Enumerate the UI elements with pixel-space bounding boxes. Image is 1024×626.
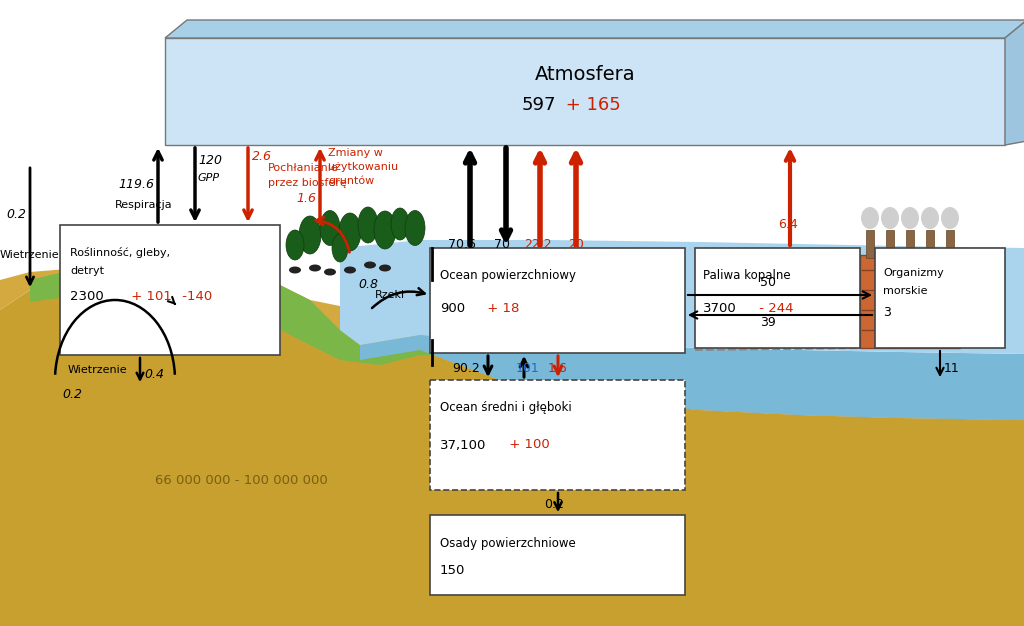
Text: gruntów: gruntów bbox=[328, 176, 374, 187]
Text: Ocean powierzchniowy: Ocean powierzchniowy bbox=[440, 270, 575, 282]
Text: 50: 50 bbox=[760, 275, 776, 289]
Text: 1.6: 1.6 bbox=[296, 192, 316, 205]
Ellipse shape bbox=[379, 265, 391, 272]
Ellipse shape bbox=[374, 211, 396, 249]
Text: 120: 120 bbox=[198, 153, 222, 167]
FancyBboxPatch shape bbox=[430, 515, 685, 595]
Ellipse shape bbox=[286, 230, 304, 260]
Ellipse shape bbox=[901, 207, 919, 229]
Text: Paliwa kopalne: Paliwa kopalne bbox=[703, 270, 791, 282]
Text: + 100: + 100 bbox=[505, 438, 550, 451]
Polygon shape bbox=[1005, 20, 1024, 145]
Text: 90.2: 90.2 bbox=[452, 361, 480, 374]
Polygon shape bbox=[0, 268, 420, 360]
Text: 70: 70 bbox=[494, 239, 510, 252]
Text: użytkowaniu: użytkowaniu bbox=[328, 162, 398, 172]
Text: 0.2: 0.2 bbox=[62, 389, 82, 401]
Text: + 165: + 165 bbox=[560, 96, 621, 114]
Text: 2.6: 2.6 bbox=[252, 150, 272, 163]
Ellipse shape bbox=[861, 207, 879, 229]
Ellipse shape bbox=[299, 216, 321, 254]
FancyBboxPatch shape bbox=[430, 248, 685, 353]
Text: GPP: GPP bbox=[198, 173, 220, 183]
Text: przez biosferę: przez biosferę bbox=[268, 178, 347, 188]
Polygon shape bbox=[860, 255, 961, 348]
Text: 900: 900 bbox=[440, 302, 465, 314]
Text: 150: 150 bbox=[440, 565, 465, 578]
Ellipse shape bbox=[364, 262, 376, 269]
FancyBboxPatch shape bbox=[874, 248, 1005, 348]
Text: Respiracja: Respiracja bbox=[115, 200, 173, 210]
Polygon shape bbox=[886, 230, 894, 258]
Ellipse shape bbox=[344, 267, 356, 274]
Text: 0.4: 0.4 bbox=[144, 369, 164, 381]
Text: Zmiany w: Zmiany w bbox=[328, 148, 383, 158]
Polygon shape bbox=[946, 230, 954, 258]
Text: -140: -140 bbox=[178, 290, 212, 304]
FancyBboxPatch shape bbox=[430, 380, 685, 490]
Ellipse shape bbox=[324, 269, 336, 275]
Text: 0.2: 0.2 bbox=[544, 498, 564, 511]
Text: - 244: - 244 bbox=[755, 302, 794, 314]
Polygon shape bbox=[360, 335, 1024, 420]
Text: 0.2: 0.2 bbox=[6, 208, 26, 222]
Text: 20: 20 bbox=[568, 239, 584, 252]
Text: Wietrzenie: Wietrzenie bbox=[0, 250, 59, 260]
Polygon shape bbox=[728, 338, 772, 348]
Text: Rzeki: Rzeki bbox=[375, 290, 406, 300]
Text: 70.6: 70.6 bbox=[449, 239, 476, 252]
Polygon shape bbox=[340, 240, 1024, 354]
Ellipse shape bbox=[941, 207, 959, 229]
Ellipse shape bbox=[391, 208, 409, 240]
Text: Roślinność, gleby,: Roślinność, gleby, bbox=[70, 247, 170, 259]
Text: Atmosfera: Atmosfera bbox=[535, 66, 635, 85]
FancyBboxPatch shape bbox=[695, 248, 860, 348]
Ellipse shape bbox=[319, 210, 340, 245]
Text: 37,100: 37,100 bbox=[440, 438, 486, 451]
Polygon shape bbox=[360, 343, 1024, 420]
Ellipse shape bbox=[332, 234, 348, 262]
Text: 1.6: 1.6 bbox=[548, 361, 567, 374]
Ellipse shape bbox=[309, 265, 321, 272]
Text: 119.6: 119.6 bbox=[118, 178, 154, 192]
Polygon shape bbox=[30, 268, 550, 365]
FancyArrowPatch shape bbox=[315, 217, 349, 252]
Text: 597: 597 bbox=[521, 96, 556, 114]
Text: morskie: morskie bbox=[883, 286, 928, 296]
Polygon shape bbox=[165, 20, 1024, 38]
Text: Wietrzenie: Wietrzenie bbox=[68, 365, 128, 375]
Ellipse shape bbox=[289, 267, 301, 274]
Text: 39: 39 bbox=[760, 316, 776, 329]
Ellipse shape bbox=[339, 213, 361, 251]
Text: 11: 11 bbox=[944, 361, 959, 374]
Polygon shape bbox=[0, 282, 360, 626]
Text: Osady powierzchniowe: Osady powierzchniowe bbox=[440, 536, 575, 550]
Text: 3: 3 bbox=[883, 307, 891, 319]
Text: 0.8: 0.8 bbox=[358, 279, 378, 292]
Text: 22.2: 22.2 bbox=[524, 239, 552, 252]
Polygon shape bbox=[906, 230, 914, 258]
Text: detryt: detryt bbox=[70, 266, 104, 276]
Text: + 101: + 101 bbox=[127, 290, 172, 304]
Polygon shape bbox=[866, 230, 874, 258]
Text: 66 000 000 - 100 000 000: 66 000 000 - 100 000 000 bbox=[155, 473, 328, 486]
Ellipse shape bbox=[358, 207, 378, 243]
Ellipse shape bbox=[881, 207, 899, 229]
Ellipse shape bbox=[921, 207, 939, 229]
Text: Organizmy: Organizmy bbox=[883, 268, 944, 278]
Text: 3700: 3700 bbox=[703, 302, 736, 314]
Text: Ocean średni i głęboki: Ocean średni i głęboki bbox=[440, 401, 571, 414]
Text: 2300: 2300 bbox=[70, 290, 103, 304]
Text: Pochłanianie: Pochłanianie bbox=[268, 163, 339, 173]
Polygon shape bbox=[165, 38, 1005, 145]
Polygon shape bbox=[360, 350, 1024, 626]
FancyBboxPatch shape bbox=[60, 225, 280, 355]
Text: 6.4: 6.4 bbox=[778, 218, 798, 232]
Text: 101: 101 bbox=[516, 361, 540, 374]
Text: + 18: + 18 bbox=[483, 302, 519, 314]
Ellipse shape bbox=[406, 210, 425, 245]
Polygon shape bbox=[926, 230, 934, 258]
